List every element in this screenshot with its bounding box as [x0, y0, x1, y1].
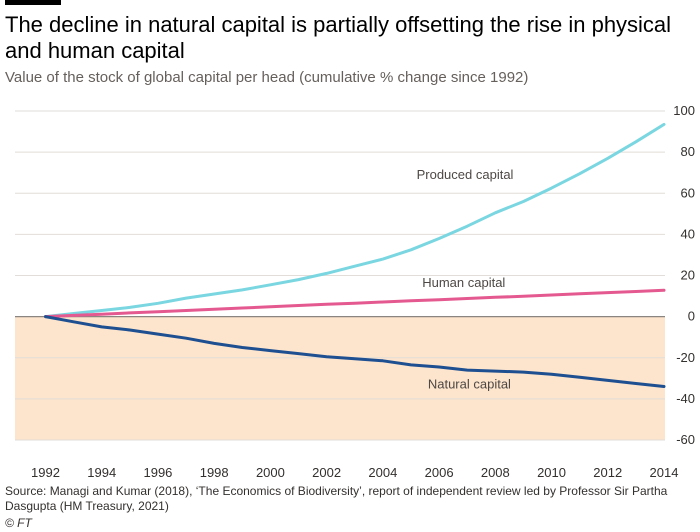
x-tick-label: 2012	[593, 465, 622, 480]
line-chart: Produced capital Human capital Natural cap…	[15, 103, 695, 480]
x-tick-label: 2004	[368, 465, 397, 480]
x-tick-label: 1996	[143, 465, 172, 480]
x-tick-label: 2000	[256, 465, 285, 480]
x-tick-label: 2002	[312, 465, 341, 480]
y-tick-label: 60	[681, 185, 695, 200]
y-tick-label: 100	[673, 103, 695, 118]
x-tick-label: 2006	[425, 465, 454, 480]
produced-capital-label: Produced capital	[417, 167, 514, 182]
natural-capital-label: Natural capital	[428, 377, 511, 392]
x-tick-label: 2008	[481, 465, 510, 480]
negative-region-band	[15, 316, 665, 440]
y-tick-label: -60	[676, 432, 695, 447]
x-tick-label: 2014	[650, 465, 679, 480]
ft-top-bar	[5, 0, 61, 5]
source-note: Source: Managi and Kumar (2018), ‘The Ec…	[5, 484, 668, 513]
y-tick-label: 80	[681, 144, 695, 159]
chart-title: The decline in natural capital is partia…	[5, 12, 672, 63]
y-tick-label: 20	[681, 268, 695, 283]
chart-subtitle: Value of the stock of global capital per…	[5, 69, 529, 86]
ft-credit: © FT	[5, 516, 32, 530]
x-tick-label: 1994	[87, 465, 116, 480]
y-tick-label: -20	[676, 350, 695, 365]
natural-capital-line	[44, 315, 666, 388]
y-tick-label: 0	[688, 309, 695, 324]
human-capital-line	[44, 288, 666, 319]
x-tick-label: 1998	[200, 465, 229, 480]
x-tick-label: 1992	[31, 465, 60, 480]
human-capital-label: Human capital	[422, 275, 505, 290]
produced-capital-line	[44, 122, 666, 319]
x-tick-label: 2010	[537, 465, 566, 480]
y-tick-label: -40	[676, 391, 695, 406]
y-tick-label: 40	[681, 226, 695, 241]
